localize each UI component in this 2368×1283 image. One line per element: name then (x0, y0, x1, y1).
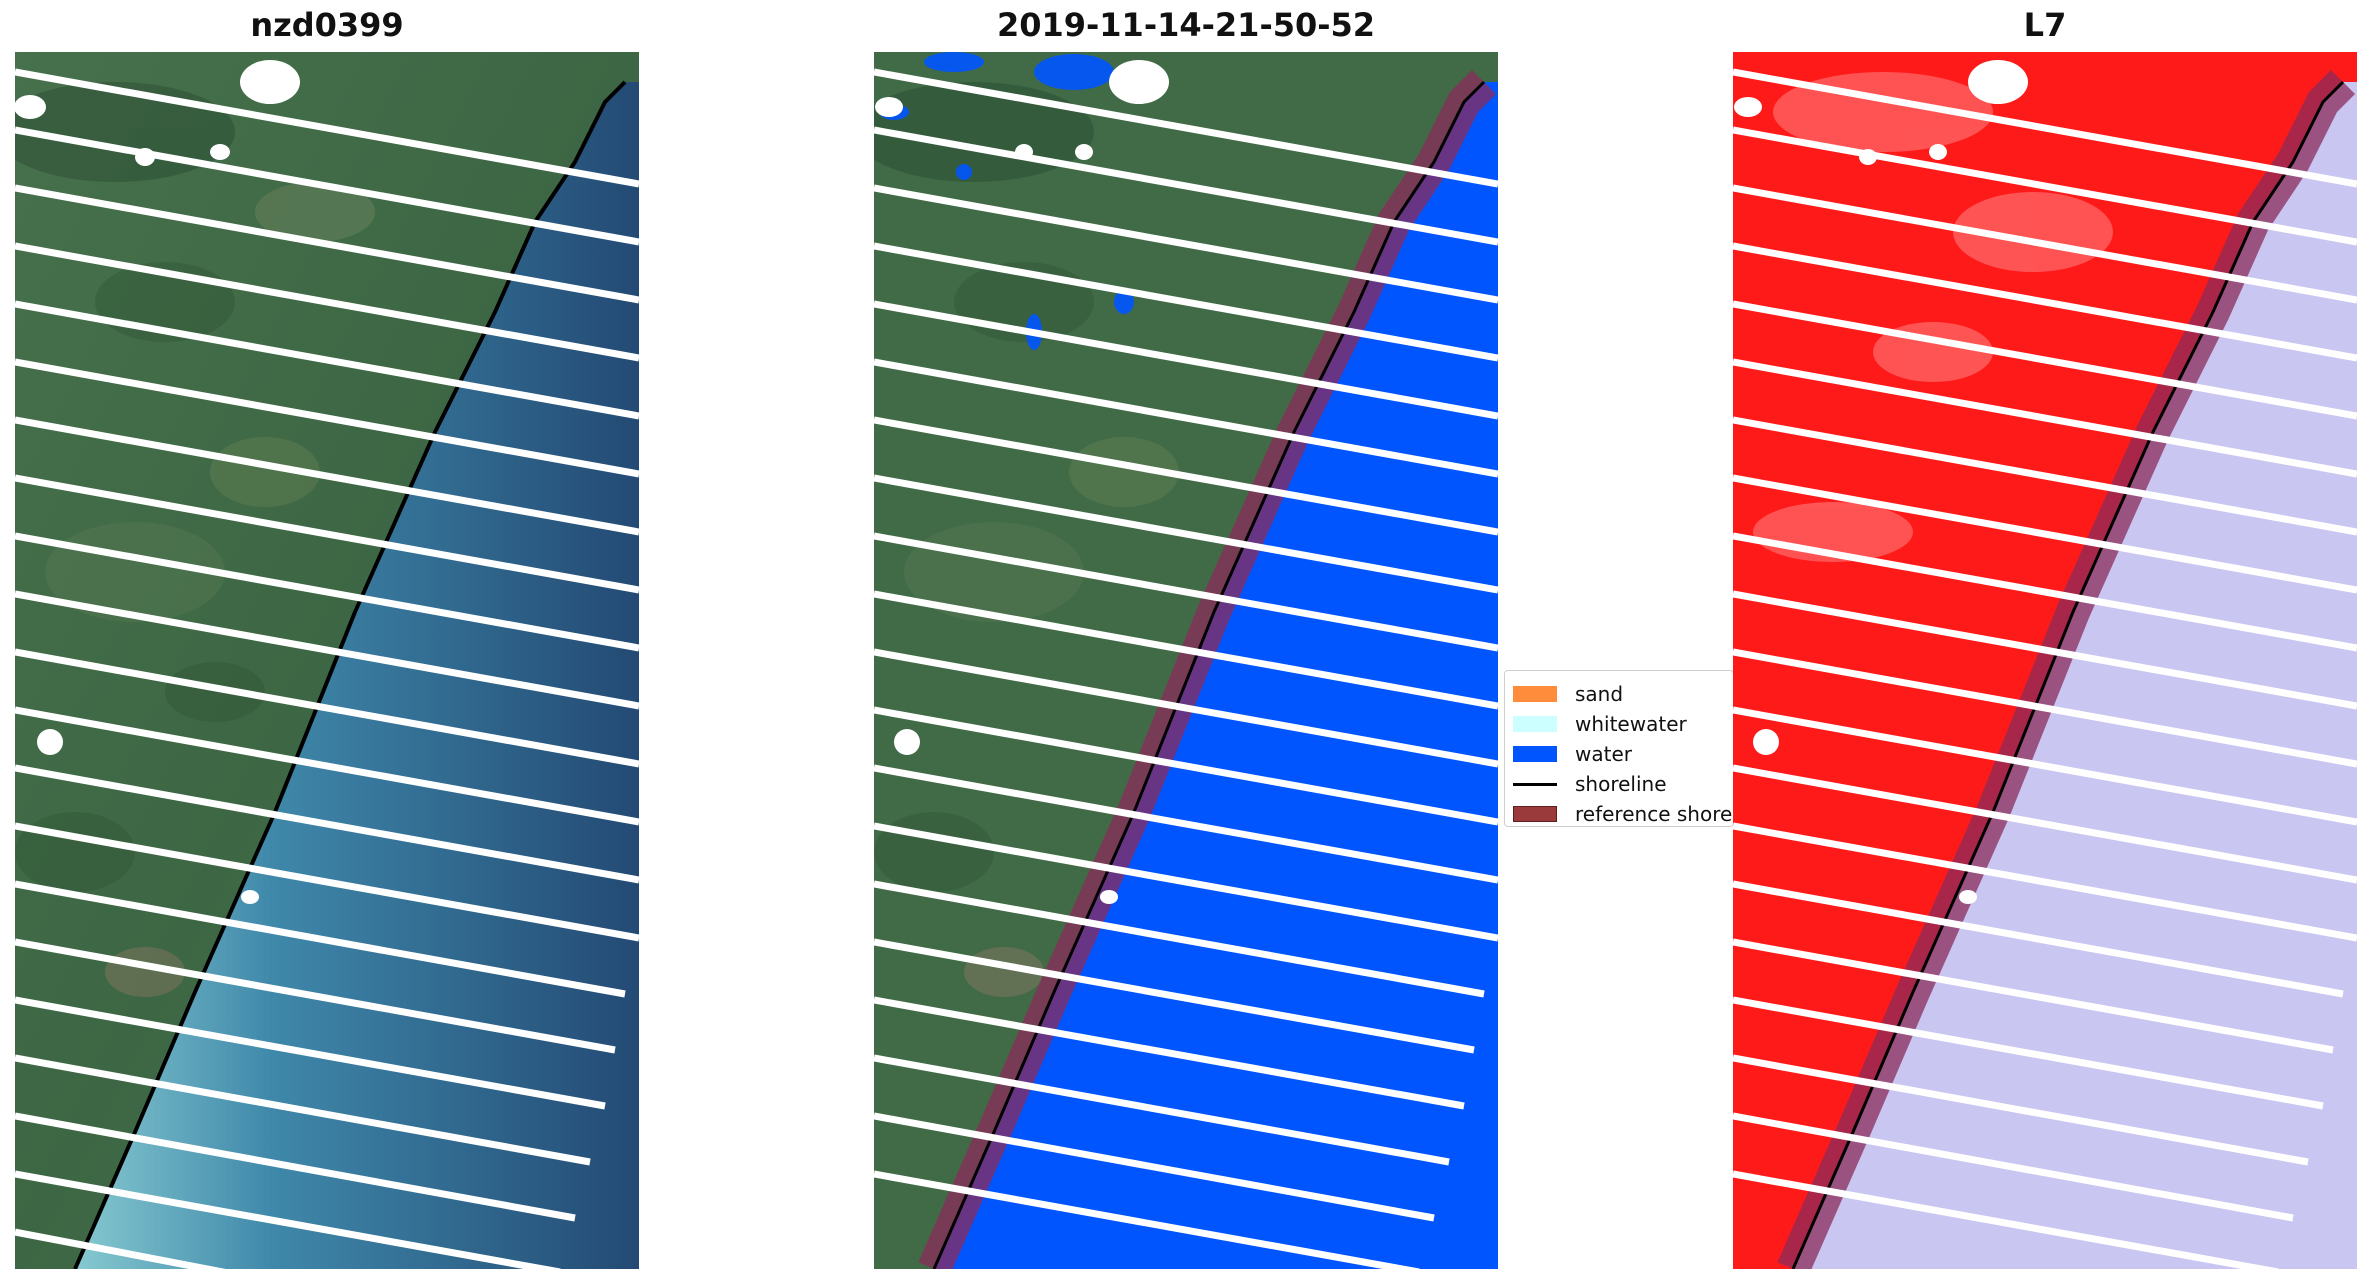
rgb-image (15, 52, 639, 1269)
whitewater-swatch (1513, 716, 1557, 732)
panel-title-classified: 2019-11-14-21-50-52 (996, 6, 1376, 44)
index-image (1733, 52, 2357, 1269)
classified-image-panel (874, 52, 1498, 1269)
legend-item-reference-shoreline: reference shoreline (1513, 799, 1733, 826)
sand-swatch (1513, 686, 1557, 702)
legend: sand whitewater water shoreline referenc… (1504, 670, 1734, 827)
legend-label: whitewater (1575, 712, 1687, 736)
panel-title-rgb: nzd0399 (250, 6, 404, 44)
rgb-image-panel (15, 52, 639, 1269)
legend-label: water (1575, 742, 1632, 766)
water-swatch (1513, 746, 1557, 762)
legend-item-water: water (1513, 739, 1733, 769)
classified-image (874, 52, 1498, 1269)
legend-item-sand: sand (1513, 679, 1733, 709)
legend-item-shoreline: shoreline (1513, 769, 1733, 799)
legend-item-whitewater: whitewater (1513, 709, 1733, 739)
panel-title-index: L7 (2023, 6, 2067, 44)
legend-label: shoreline (1575, 772, 1667, 796)
legend-label: reference shoreline (1575, 802, 1733, 826)
reference-shoreline-swatch (1513, 806, 1557, 822)
legend-label: sand (1575, 682, 1624, 706)
shoreline-swatch (1513, 782, 1557, 786)
index-image-panel (1733, 52, 2357, 1269)
